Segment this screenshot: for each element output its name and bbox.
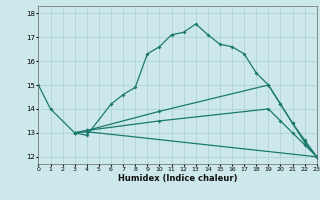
X-axis label: Humidex (Indice chaleur): Humidex (Indice chaleur) [118,174,237,183]
